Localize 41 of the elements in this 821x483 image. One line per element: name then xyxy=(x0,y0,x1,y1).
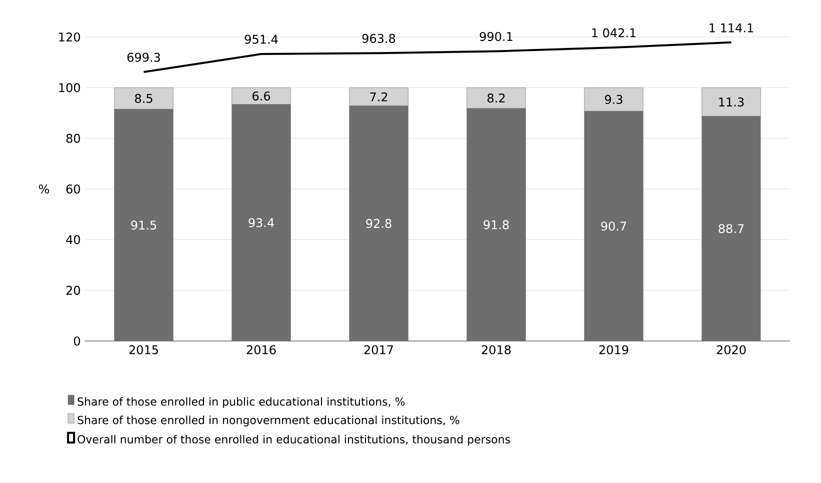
y-tick-label: 40 xyxy=(66,235,80,244)
y-tick-label: 120 xyxy=(59,32,80,42)
y-tick-label: 0 xyxy=(74,336,80,346)
data-label: 963.8 xyxy=(362,34,396,43)
y-tick-label: 60 xyxy=(66,184,80,194)
data-label: 91.5 xyxy=(131,220,156,230)
x-tick-label: 2016 xyxy=(246,345,276,354)
data-label: 11.3 xyxy=(719,97,744,107)
data-label: 1 114.1 xyxy=(710,23,754,32)
data-label: 990.1 xyxy=(480,32,512,42)
x-tick-label: 2019 xyxy=(599,345,628,354)
data-label: 8.2 xyxy=(488,94,505,103)
legend-label: Share of those enrolled in public educational institutions, % xyxy=(78,397,405,408)
x-tick-label: 2017 xyxy=(364,345,393,354)
bar xyxy=(702,87,761,116)
bar xyxy=(466,87,526,109)
x-tick-label: 2015 xyxy=(129,345,158,354)
data-label: 699.3 xyxy=(127,52,160,62)
data-label: 91.8 xyxy=(484,220,509,230)
y-tick-label: 80 xyxy=(66,134,80,143)
data-label: 6.6 xyxy=(252,91,270,101)
y-tick-label: 20 xyxy=(66,286,80,295)
y-tick-label: 100 xyxy=(59,83,80,92)
data-label: 92.8 xyxy=(366,218,392,228)
data-label: 93.4 xyxy=(248,218,274,228)
data-label: 9.3 xyxy=(604,94,622,104)
data-label: 8.5 xyxy=(135,94,152,103)
data-label: 88.7 xyxy=(718,224,744,234)
y-axis-title: % xyxy=(38,184,50,194)
bar xyxy=(232,87,291,105)
legend-label: Share of those enrolled in nongovernment educational institutions, % xyxy=(78,416,460,426)
data-label: 90.7 xyxy=(601,222,626,231)
data-label: 7.2 xyxy=(370,92,388,102)
x-tick-label: 2018 xyxy=(482,345,511,354)
bar xyxy=(114,87,174,110)
bar xyxy=(349,87,408,106)
legend-label: Overall number of those enrolled in educational institutions, thousand persons xyxy=(78,434,510,446)
x-tick-label: 2020 xyxy=(716,345,746,354)
data-label: 951.4 xyxy=(244,34,278,44)
bar xyxy=(584,87,644,112)
data-label: 1 042.1 xyxy=(592,28,636,38)
